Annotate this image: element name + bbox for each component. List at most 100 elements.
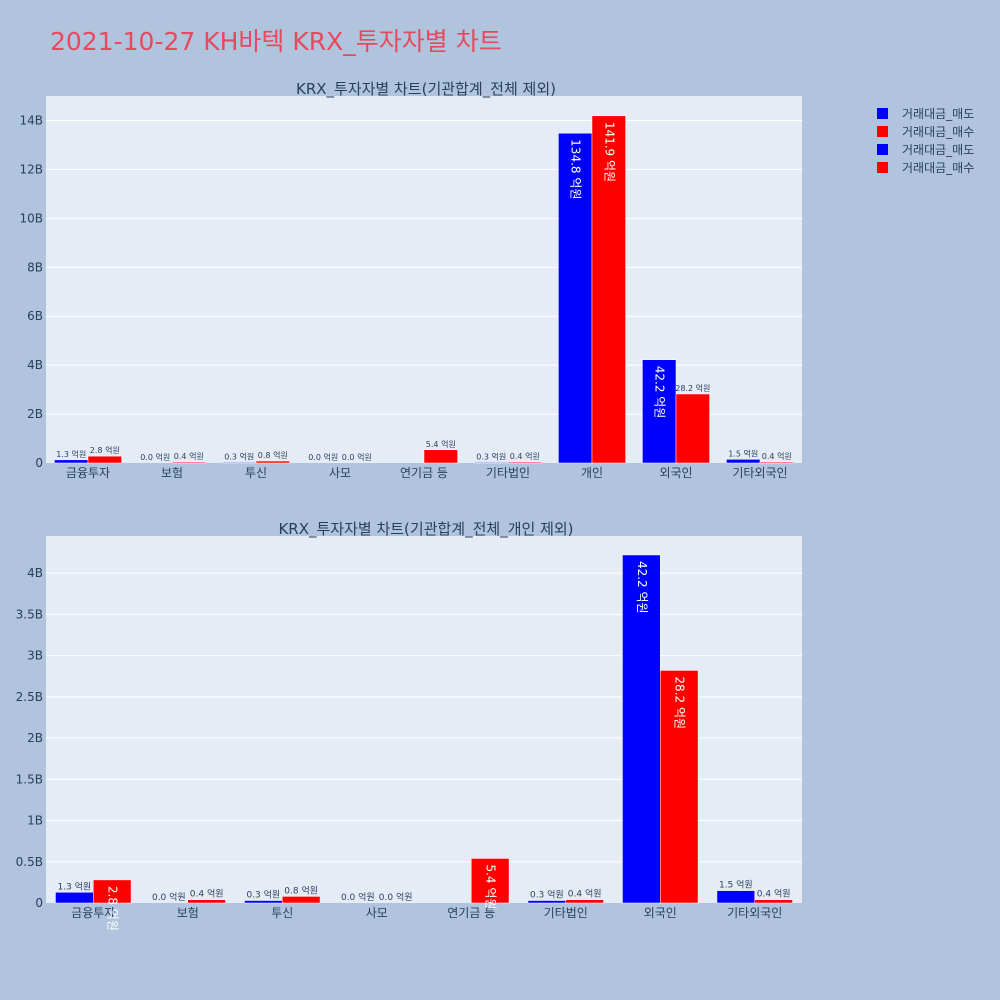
bar-label: 0.4 억원	[510, 451, 540, 461]
chart-bottom: 0 0.5B 1B 1.5B 2B 2.5B 3B 3.5B 4B KRX_투자자별 차트(기관합…	[16, 520, 802, 931]
y-tick-label: 0.5B	[16, 855, 43, 869]
bar-label: 0.4 억원	[568, 888, 602, 900]
bar-label: 0.0 억원	[152, 891, 186, 903]
legend-swatch	[877, 162, 888, 173]
bar-label: 141.9 억원	[602, 122, 616, 182]
x-tick-label: 보험	[161, 466, 183, 480]
bar-label: 0.0 억원	[342, 452, 372, 462]
bar-label: 1.3 억원	[57, 880, 91, 892]
bar-label: 0.4 억원	[757, 888, 791, 900]
bar-buy	[171, 461, 206, 464]
y-tick-label: 12B	[19, 162, 43, 176]
bar-buy	[255, 460, 290, 464]
bar-label: 2.8 억원	[90, 445, 120, 455]
y-tick-label: 0	[35, 896, 43, 910]
bar-label: 0.0 억원	[379, 891, 413, 903]
bar-buy	[675, 393, 710, 464]
legend-label[interactable]: 거래대금_매수	[902, 125, 974, 139]
x-tick-label: 기타법인	[544, 906, 588, 920]
bar-label: 0.4 억원	[174, 451, 204, 461]
x-tick-label: 연기금 등	[447, 906, 495, 920]
page-title: 2021-10-27 KH바텍 KRX_투자자별 차트	[50, 27, 502, 56]
x-tick-label: 사모	[366, 906, 388, 920]
bar-buy	[660, 670, 699, 904]
bar-sell	[716, 890, 756, 904]
bar-label: 42.2 억원	[635, 561, 649, 614]
bar-label: 0.0 억원	[341, 891, 375, 903]
bar-label: 134.8 억원	[569, 139, 583, 199]
bar-buy	[565, 899, 604, 904]
bar-buy	[282, 896, 321, 904]
x-tick-label: 연기금 등	[400, 466, 448, 480]
bar-label: 28.2 억원	[673, 676, 687, 729]
bar-label: 0.0 억원	[308, 452, 338, 462]
y-tick-label: 6B	[27, 309, 43, 323]
chart-title: KRX_투자자별 차트(기관합계_전체 제외)	[296, 80, 556, 99]
y-tick-label: 2.5B	[16, 690, 43, 704]
y-tick-label: 0	[35, 456, 43, 470]
x-tick-label: 사모	[329, 466, 351, 480]
bar-sell	[54, 459, 89, 464]
bar-buy	[187, 899, 226, 904]
bar-buy	[591, 115, 626, 464]
bar-sell	[527, 900, 567, 904]
bar-sell	[474, 462, 509, 464]
legend-label[interactable]: 거래대금_매수	[902, 161, 974, 175]
x-tick-label: 금융투자	[66, 466, 110, 480]
bar-label: 5.4 억원	[426, 439, 456, 449]
x-tick-label: 기타외국인	[732, 466, 787, 480]
bar-label: 28.2 억원	[675, 383, 710, 393]
bar-label: 1.3 억원	[56, 449, 86, 459]
bar-label: 1.5 억원	[728, 448, 758, 458]
bar-buy	[471, 858, 510, 904]
bar-sell	[726, 459, 761, 464]
y-tick-label: 10B	[19, 211, 43, 225]
x-tick-label: 투신	[245, 466, 267, 480]
y-tick-label: 1B	[27, 814, 43, 828]
bar-label: 0.3 억원	[530, 889, 564, 901]
x-tick-label: 금융투자	[71, 906, 115, 920]
bar-label: 42.2 억원	[653, 366, 667, 419]
legend-swatch	[877, 108, 888, 119]
x-tick-label: 투신	[271, 906, 293, 920]
legend-swatch	[877, 126, 888, 137]
bar-buy	[759, 461, 794, 464]
y-tick-label: 2B	[27, 407, 43, 421]
y-tick-label: 3B	[27, 649, 43, 663]
y-tick-label: 4B	[27, 566, 43, 580]
bar-sell	[244, 900, 283, 904]
x-tick-label: 보험	[177, 906, 199, 920]
bar-sell	[642, 359, 677, 464]
bar-label: 0.4 억원	[762, 451, 792, 461]
bar-buy	[754, 899, 793, 904]
y-tick-label: 14B	[19, 113, 43, 127]
bar-label: 0.0 억원	[140, 452, 170, 462]
y-tick-label: 2B	[27, 731, 43, 745]
chart-top: 0 2B 4B 6B 8B 10B 12B 14B KRX_투자자별 차트(기관합계_전체 제외…	[19, 80, 802, 480]
bar-buy	[93, 879, 132, 904]
bar-sell	[558, 132, 593, 464]
bar-sell	[55, 892, 94, 904]
legend-label[interactable]: 거래대금_매도	[902, 107, 974, 121]
bar-label: 0.8 억원	[258, 450, 288, 460]
bar-label: 0.8 억원	[284, 884, 318, 896]
bar-buy	[507, 461, 542, 464]
x-tick-label: 기타외국인	[727, 906, 782, 920]
bar-label: 5.4 억원	[484, 864, 498, 909]
x-tick-label: 외국인	[644, 906, 677, 920]
x-tick-label: 기타법인	[486, 466, 530, 480]
bar-label: 0.3 억원	[246, 889, 280, 901]
bar-label: 1.5 억원	[719, 879, 753, 891]
bar-buy	[87, 455, 122, 464]
bar-label: 0.4 억원	[190, 888, 224, 900]
y-tick-label: 4B	[27, 358, 43, 372]
legend-swatch	[877, 144, 888, 155]
chart-title: KRX_투자자별 차트(기관합계_전체_개인 제외)	[278, 520, 573, 539]
x-tick-label: 개인	[581, 466, 603, 480]
bar-sell	[622, 554, 661, 904]
y-tick-label: 8B	[27, 260, 43, 274]
x-tick-label: 외국인	[659, 466, 692, 480]
legend-label[interactable]: 거래대금_매도	[902, 143, 974, 157]
y-tick-label: 1.5B	[16, 772, 43, 786]
